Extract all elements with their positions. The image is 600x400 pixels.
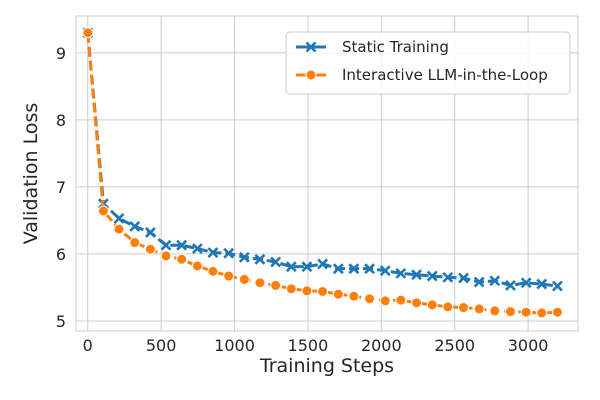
- data-point: [191, 243, 203, 254]
- data-point: [238, 251, 250, 263]
- legend-box: [285, 31, 571, 95]
- data-point: [379, 295, 391, 307]
- data-point: [473, 276, 485, 288]
- data-point: [285, 283, 297, 295]
- x-tick-label: 0: [83, 336, 93, 355]
- data-point: [317, 258, 329, 270]
- data-point: [238, 273, 250, 285]
- x-tick-label: 2000: [361, 336, 402, 355]
- data-point: [301, 261, 313, 273]
- y-tick-label: 7: [56, 178, 66, 197]
- data-point: [317, 285, 329, 297]
- data-point: [536, 307, 548, 319]
- data-point: [442, 301, 454, 313]
- data-point: [332, 263, 344, 275]
- data-point: [145, 227, 156, 238]
- data-point: [520, 277, 532, 289]
- data-point: [160, 250, 172, 262]
- data-point: [458, 302, 470, 314]
- legend-label: Static Training: [342, 38, 449, 56]
- data-point: [207, 247, 219, 259]
- data-point: [191, 260, 203, 272]
- data-point: [473, 303, 485, 315]
- x-tick-label: 1000: [214, 336, 255, 355]
- data-point: [426, 270, 438, 282]
- data-point: [223, 247, 235, 259]
- data-point: [223, 270, 235, 282]
- x-tick-label: 500: [146, 336, 177, 355]
- data-point: [504, 306, 516, 318]
- data-point: [348, 263, 360, 275]
- legend: Static Training Interactive LLM-in-the-Lo…: [285, 31, 571, 95]
- x-tick-label: 1500: [288, 336, 329, 355]
- data-point: [395, 267, 407, 279]
- data-point: [176, 239, 188, 251]
- legend-marker: [305, 41, 317, 53]
- data-point: [489, 275, 501, 287]
- data-point: [411, 269, 422, 281]
- data-point: [379, 265, 391, 277]
- y-tick-label: 8: [56, 111, 66, 130]
- data-point: [270, 256, 282, 268]
- data-point: [505, 280, 516, 291]
- data-point: [254, 277, 266, 289]
- data-point: [82, 27, 94, 39]
- data-point: [348, 290, 360, 302]
- data-point: [364, 263, 375, 275]
- legend-marker: [305, 69, 317, 81]
- data-point: [426, 299, 438, 311]
- x-axis-label: Training Steps: [259, 355, 394, 377]
- data-point: [97, 205, 109, 217]
- data-point: [176, 253, 188, 265]
- data-point: [160, 239, 172, 251]
- data-point: [551, 306, 563, 318]
- data-point: [411, 297, 423, 309]
- plot-frame: [75, 15, 579, 332]
- data-point: [552, 280, 563, 292]
- data-point: [113, 212, 125, 224]
- series-layer: [82, 27, 563, 319]
- series-interactive-llm-in-the-loop: [82, 27, 563, 319]
- data-point: [395, 294, 407, 306]
- y-tick-label: 9: [56, 44, 66, 63]
- data-point: [207, 265, 219, 277]
- legend-label: Interactive LLM-in-the-Loop: [342, 66, 548, 84]
- data-point: [254, 253, 266, 265]
- data-point: [129, 237, 141, 249]
- data-point: [489, 305, 501, 317]
- data-point: [520, 306, 532, 318]
- data-point: [301, 285, 313, 297]
- y-tick-label: 6: [56, 245, 66, 264]
- data-point: [536, 278, 548, 290]
- tick-labels: 0 500 1000 1500 2000 2500 3000 5 6 7 8 9: [56, 44, 549, 355]
- data-point: [144, 243, 156, 255]
- data-point: [129, 221, 141, 232]
- data-point: [364, 293, 376, 305]
- data-point: [285, 261, 297, 273]
- data-point: [332, 288, 344, 300]
- y-axis-label: Validation Loss: [20, 103, 42, 245]
- data-point: [458, 272, 469, 284]
- data-point: [113, 223, 125, 235]
- series-static-training: [82, 27, 563, 292]
- data-point: [442, 271, 454, 283]
- data-point: [270, 279, 282, 291]
- x-tick-label: 3000: [508, 336, 549, 355]
- y-tick-label: 5: [56, 312, 66, 331]
- x-tick-label: 2500: [434, 336, 475, 355]
